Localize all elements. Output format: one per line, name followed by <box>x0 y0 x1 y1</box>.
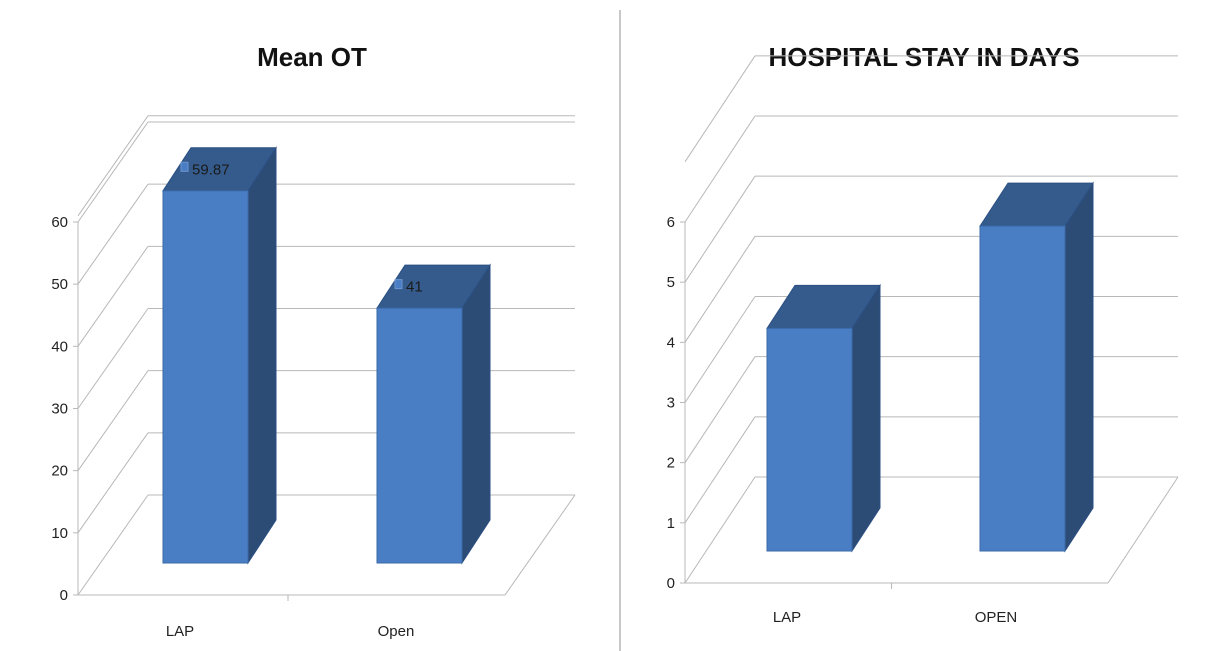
chart-title: HOSPITAL STAY IN DAYS <box>768 42 1079 72</box>
x-category-label: LAP <box>166 623 194 640</box>
bars <box>162 146 491 565</box>
data-labels: 59.87 41 <box>180 161 423 296</box>
gridline-side <box>77 246 149 347</box>
bar-front <box>766 327 853 552</box>
y-tick-label: 6 <box>667 214 675 231</box>
bar-front <box>979 225 1066 552</box>
y-tick-label: 30 <box>51 401 68 418</box>
bar-side <box>461 263 491 565</box>
bars <box>766 181 1094 553</box>
y-tick-label: 0 <box>60 587 68 604</box>
y-tick-label: 3 <box>667 395 675 412</box>
gridline-side <box>77 494 149 596</box>
gridline-side <box>684 175 756 283</box>
bar <box>979 181 1094 553</box>
gridline-side <box>684 55 756 163</box>
gridlines <box>73 115 576 601</box>
y-tick-label: 2 <box>667 455 675 472</box>
bar-side <box>247 146 277 565</box>
y-tick-label: 5 <box>667 274 675 291</box>
y-tick-label: 40 <box>51 338 68 355</box>
chart-title: Mean OT <box>257 42 367 72</box>
bar <box>766 283 881 553</box>
mean-ot-chart: Mean OT 0 10 20 30 40 50 60 LAP Open 59.… <box>51 42 576 640</box>
data-label-key <box>180 161 189 172</box>
y-tick-label: 4 <box>667 334 675 351</box>
bar-side <box>851 283 881 553</box>
gridline-side <box>77 308 149 409</box>
gridline-side <box>77 432 149 534</box>
bar-side <box>1064 181 1094 553</box>
gridline-side <box>684 236 756 343</box>
bar <box>376 263 491 565</box>
y-tick-label: 60 <box>51 214 68 231</box>
gridline-side <box>77 183 149 285</box>
y-axis-ticks: 0 1 2 3 4 5 6 <box>667 214 675 592</box>
x-category-label: Open <box>378 623 415 640</box>
bar <box>162 146 277 565</box>
gridline-side <box>77 115 149 217</box>
hospital-stay-chart: HOSPITAL STAY IN DAYS 0 1 2 3 4 5 6 LAP … <box>667 42 1179 626</box>
gridline-side <box>684 296 756 403</box>
gridline-side <box>684 476 756 584</box>
y-axis-ticks: 0 10 20 30 40 50 60 <box>51 214 68 604</box>
x-category-label: OPEN <box>975 609 1018 626</box>
gridline-side <box>77 121 149 223</box>
data-label: 41 <box>406 279 423 296</box>
gridlines <box>680 55 1179 589</box>
floor-edge <box>504 494 576 596</box>
gridline-side <box>684 115 756 223</box>
floor-edge <box>1107 476 1179 584</box>
data-label-key <box>394 279 403 290</box>
gridline-side <box>77 370 149 471</box>
data-label: 59.87 <box>192 161 230 178</box>
x-axis-categories: LAP Open <box>166 623 415 640</box>
gridline-side <box>684 416 756 524</box>
gridline-side <box>684 356 756 463</box>
x-axis-categories: LAP OPEN <box>773 609 1017 626</box>
bar-front <box>376 307 463 564</box>
bar-front <box>162 190 249 564</box>
y-tick-label: 10 <box>51 525 68 542</box>
y-tick-label: 0 <box>667 575 675 592</box>
y-tick-label: 1 <box>667 515 675 532</box>
x-category-label: LAP <box>773 609 801 626</box>
y-tick-label: 20 <box>51 463 68 480</box>
y-tick-label: 50 <box>51 276 68 293</box>
